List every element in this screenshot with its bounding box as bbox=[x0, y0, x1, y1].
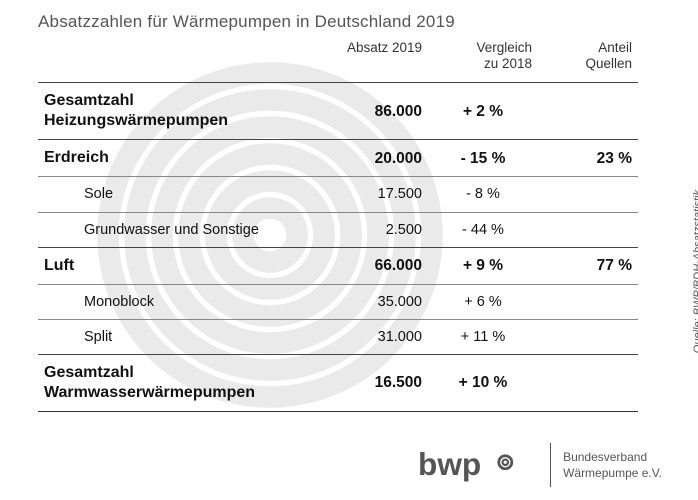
cell-sales: 16.500 bbox=[318, 354, 428, 411]
table-row: Luft66.000+ 9 %77 % bbox=[38, 247, 638, 284]
cell-label: Grundwasser und Sonstige bbox=[38, 212, 318, 247]
table-header-row: Absatz 2019 Vergleich zu 2018 Anteil Que… bbox=[38, 36, 638, 83]
table-row: Split31.000+ 11 % bbox=[38, 319, 638, 354]
cell-label: Luft bbox=[38, 247, 318, 284]
cell-sales: 20.000 bbox=[318, 140, 428, 177]
document-canvas: Absatzzahlen für Wärmepumpen in Deutschl… bbox=[0, 0, 698, 500]
cell-share: 77 % bbox=[538, 247, 638, 284]
footer-divider bbox=[550, 443, 551, 487]
table-row: Monoblock35.000+ 6 % bbox=[38, 284, 638, 319]
data-table-wrap: Absatz 2019 Vergleich zu 2018 Anteil Que… bbox=[38, 36, 638, 412]
cell-compare: + 9 % bbox=[428, 247, 538, 284]
cell-sales: 17.500 bbox=[318, 177, 428, 212]
table-row: GesamtzahlHeizungswärmepumpen86.000+ 2 % bbox=[38, 83, 638, 140]
table-row: Sole17.500- 8 % bbox=[38, 177, 638, 212]
table-row: Grundwasser und Sonstige2.500- 44 % bbox=[38, 212, 638, 247]
cell-share bbox=[538, 284, 638, 319]
cell-share bbox=[538, 319, 638, 354]
footer-text: Bundesverband Wärmepumpe e.V. bbox=[563, 449, 662, 481]
page-title: Absatzzahlen für Wärmepumpen in Deutschl… bbox=[38, 12, 455, 32]
svg-text:bwp: bwp bbox=[418, 446, 481, 482]
table-row: GesamtzahlWarmwasserwärmepumpen16.500+ 1… bbox=[38, 354, 638, 411]
cell-label: Sole bbox=[38, 177, 318, 212]
cell-compare: + 11 % bbox=[428, 319, 538, 354]
cell-label: Split bbox=[38, 319, 318, 354]
footer: bwp Bundesverband Wärmepumpe e.V. bbox=[418, 440, 662, 490]
cell-share bbox=[538, 212, 638, 247]
data-table: Absatz 2019 Vergleich zu 2018 Anteil Que… bbox=[38, 36, 638, 412]
cell-share bbox=[538, 354, 638, 411]
cell-sales: 86.000 bbox=[318, 83, 428, 140]
col-header-compare: Vergleich zu 2018 bbox=[428, 36, 538, 83]
cell-label: Monoblock bbox=[38, 284, 318, 319]
source-citation: Quelle: BWP/BDH-Absatzstatistik bbox=[692, 190, 698, 353]
cell-compare: - 15 % bbox=[428, 140, 538, 177]
cell-compare: + 6 % bbox=[428, 284, 538, 319]
cell-sales: 2.500 bbox=[318, 212, 428, 247]
cell-compare: - 44 % bbox=[428, 212, 538, 247]
cell-compare: + 10 % bbox=[428, 354, 538, 411]
cell-label: GesamtzahlHeizungswärmepumpen bbox=[38, 83, 318, 140]
bwp-logo-icon: bwp bbox=[418, 440, 538, 490]
table-row: Erdreich20.000- 15 %23 % bbox=[38, 140, 638, 177]
cell-share: 23 % bbox=[538, 140, 638, 177]
cell-label: Erdreich bbox=[38, 140, 318, 177]
cell-sales: 66.000 bbox=[318, 247, 428, 284]
table-body: GesamtzahlHeizungswärmepumpen86.000+ 2 %… bbox=[38, 83, 638, 412]
cell-share bbox=[538, 177, 638, 212]
cell-share bbox=[538, 83, 638, 140]
col-header-share: Anteil Quellen bbox=[538, 36, 638, 83]
col-header-sales: Absatz 2019 bbox=[318, 36, 428, 83]
cell-compare: - 8 % bbox=[428, 177, 538, 212]
cell-label: GesamtzahlWarmwasserwärmepumpen bbox=[38, 354, 318, 411]
cell-sales: 31.000 bbox=[318, 319, 428, 354]
cell-sales: 35.000 bbox=[318, 284, 428, 319]
col-header-label bbox=[38, 36, 318, 83]
cell-compare: + 2 % bbox=[428, 83, 538, 140]
